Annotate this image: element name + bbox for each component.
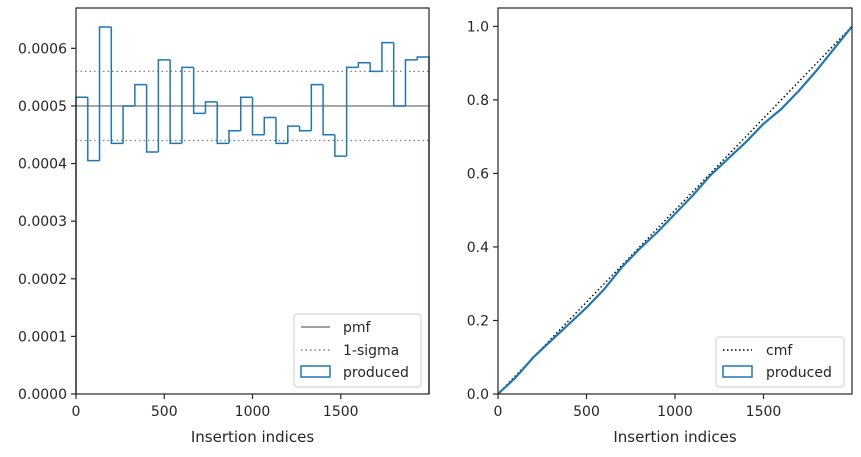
histogram-bin <box>405 60 417 106</box>
histogram-bin <box>123 106 135 143</box>
right-y-tick-label: 0.4 <box>467 240 489 256</box>
histogram-bin <box>264 117 276 134</box>
left-y-tick-label: 0.0002 <box>18 272 67 288</box>
left-y-tick-label: 0.0004 <box>18 157 67 173</box>
right-x-tick-label: 1000 <box>657 404 693 420</box>
right-y-tick-label: 1.0 <box>467 19 489 35</box>
left-chart: 0.0000 0.0001 0.0002 0.0003 0.0004 0.0005 0.00… <box>18 8 429 446</box>
right-legend-produced-label: produced <box>766 365 832 381</box>
histogram-bin <box>253 97 265 134</box>
histogram-bin <box>205 102 217 114</box>
left-y-tick-label: 0.0006 <box>18 41 67 57</box>
histogram-bin <box>358 63 370 68</box>
histogram-bin <box>300 126 312 131</box>
left-y-tick-label: 0.0005 <box>18 99 67 115</box>
right-legend-cmf-label: cmf <box>766 343 793 359</box>
right-y-ticks: 0.0 0.2 0.4 0.6 0.8 1.0 <box>467 19 498 403</box>
histogram-bin <box>370 63 382 72</box>
left-legend-sigma-label: 1-sigma <box>343 343 399 359</box>
right-y-tick-label: 0.2 <box>467 313 489 329</box>
histogram-bin <box>111 27 123 143</box>
histogram-bin <box>241 97 253 130</box>
right-axes-frame <box>498 8 852 394</box>
histogram-bin <box>170 60 182 144</box>
left-y-tick-label: 0.0000 <box>18 387 67 403</box>
right-y-tick-label: 0.0 <box>467 387 489 403</box>
histogram-bin <box>311 85 323 131</box>
right-x-tick-label: 1500 <box>746 404 782 420</box>
histogram-bin <box>382 43 394 72</box>
left-x-axis-label: Insertion indices <box>191 428 314 446</box>
left-x-tick-label: 1500 <box>323 404 359 420</box>
left-legend: pmf 1-sigma produced <box>294 314 421 387</box>
histogram-bin <box>147 85 159 152</box>
histogram-bin <box>76 97 88 394</box>
right-y-tick-label: 0.6 <box>467 166 489 182</box>
left-y-ticks: 0.0000 0.0001 0.0002 0.0003 0.0004 0.0005 0.00… <box>18 41 76 403</box>
left-x-ticks: 0 500 1000 1500 <box>72 394 359 420</box>
left-y-tick-label: 0.0001 <box>18 329 67 345</box>
histogram-bin <box>394 43 406 106</box>
right-chart: 0.0 0.2 0.4 0.6 0.8 1.0 0 500 1000 1500 Insertio… <box>467 8 852 446</box>
histogram-bin <box>323 85 335 135</box>
histogram-bin <box>335 135 347 156</box>
left-x-tick-label: 500 <box>151 404 178 420</box>
right-x-axis-label: Insertion indices <box>613 428 736 446</box>
left-x-tick-label: 0 <box>72 404 81 420</box>
left-legend-produced-label: produced <box>343 365 409 381</box>
left-y-tick-label: 0.0003 <box>18 214 67 230</box>
histogram-bin <box>217 102 229 143</box>
histogram-bin <box>100 27 112 161</box>
right-y-tick-label: 0.8 <box>467 93 489 109</box>
histogram-bin <box>135 85 147 106</box>
right-legend: cmf produced <box>716 337 844 387</box>
right-x-tick-label: 500 <box>573 404 600 420</box>
right-x-tick-label: 0 <box>494 404 503 420</box>
right-x-ticks: 0 500 1000 1500 <box>494 394 782 420</box>
histogram-bin <box>347 67 359 156</box>
histogram-bin <box>229 131 241 144</box>
histogram-bin <box>88 97 100 160</box>
left-x-tick-label: 1000 <box>235 404 271 420</box>
left-legend-pmf-label: pmf <box>343 320 372 336</box>
histogram-bin <box>276 117 288 143</box>
